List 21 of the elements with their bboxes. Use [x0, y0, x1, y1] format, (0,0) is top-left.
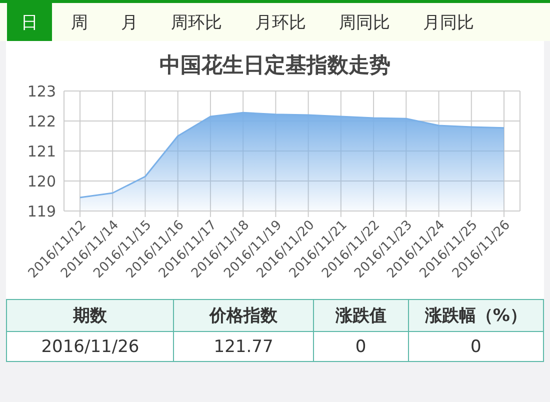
text: 期数: [6, 300, 174, 332]
text: 121.77: [174, 332, 314, 362]
text: 周同比: [338, 12, 391, 34]
y-tick-label: 122: [27, 112, 56, 130]
text: 月: [120, 12, 139, 34]
text: 月环比: [254, 12, 307, 34]
y-tick-label: 120: [27, 172, 56, 190]
y-tick-label: 123: [27, 82, 56, 100]
text: 周环比: [170, 12, 223, 34]
y-tick-label: 119: [27, 202, 56, 220]
text: 涨跌幅（%）: [408, 300, 544, 332]
text: 周: [70, 12, 89, 34]
text: 涨跌值: [313, 300, 408, 332]
text: 0: [313, 332, 408, 362]
chart-title: 中国花生日定基指数走势: [160, 53, 390, 77]
text: 月同比: [422, 12, 475, 34]
text: 日: [7, 3, 52, 41]
text: 价格指数: [174, 300, 314, 332]
text: 2016/11/26: [6, 332, 174, 362]
text: 0: [408, 332, 544, 362]
y-tick-label: 121: [27, 142, 56, 160]
